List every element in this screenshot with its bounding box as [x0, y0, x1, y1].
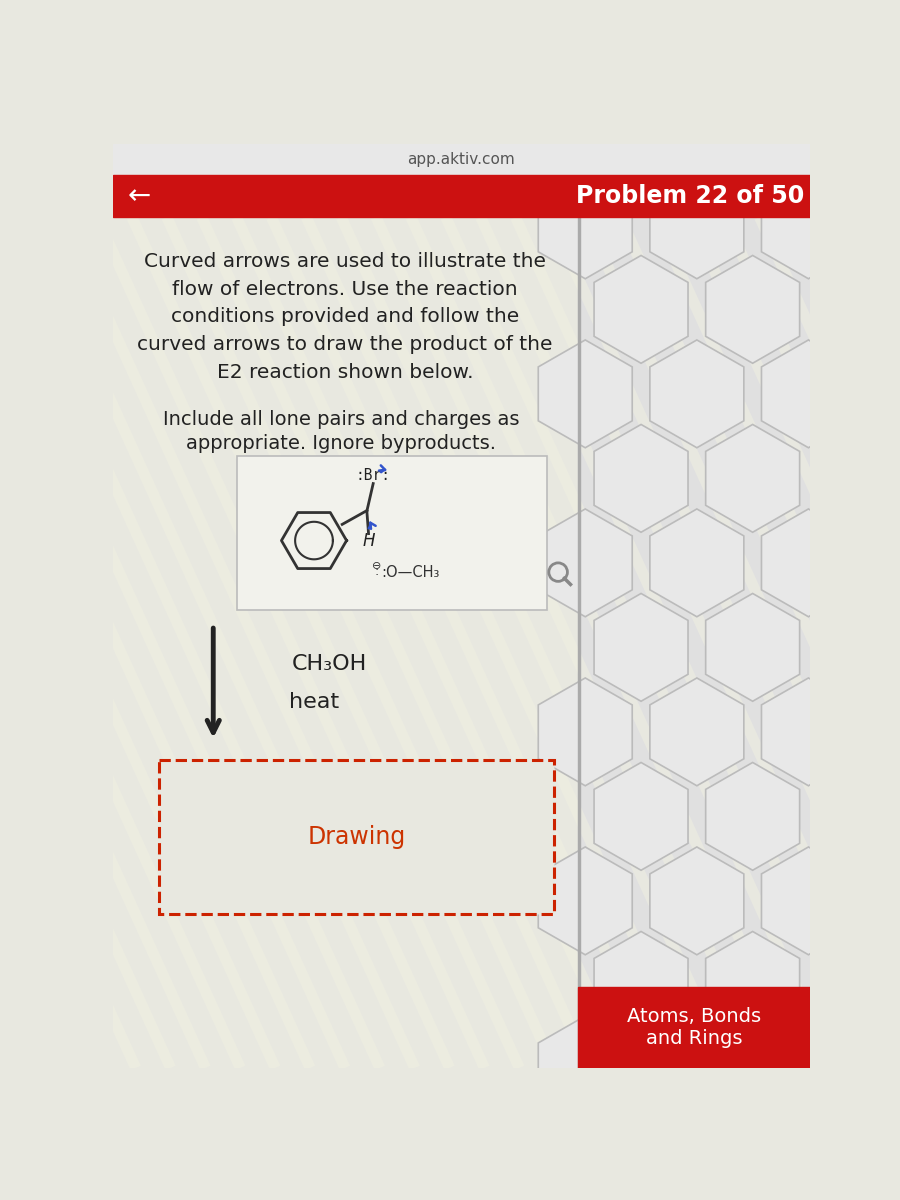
Polygon shape: [706, 594, 799, 701]
Polygon shape: [873, 170, 900, 278]
Bar: [112, 217, 578, 1068]
Polygon shape: [594, 931, 688, 1039]
Bar: [578, 988, 810, 1068]
Bar: [578, 217, 810, 1068]
Bar: [237, 456, 546, 610]
Bar: [112, 144, 810, 175]
Polygon shape: [650, 678, 743, 786]
Polygon shape: [873, 1016, 900, 1123]
Text: appropriate. Ignore byproducts.: appropriate. Ignore byproducts.: [186, 434, 496, 454]
Polygon shape: [817, 425, 900, 533]
Polygon shape: [706, 931, 799, 1039]
Text: curved arrows to draw the product of the: curved arrows to draw the product of the: [137, 335, 553, 354]
Polygon shape: [706, 425, 799, 533]
Text: conditions provided and follow the: conditions provided and follow the: [171, 307, 519, 326]
Polygon shape: [761, 340, 855, 448]
Polygon shape: [650, 509, 743, 617]
Polygon shape: [538, 847, 632, 955]
Polygon shape: [650, 340, 743, 448]
Text: E2 reaction shown below.: E2 reaction shown below.: [217, 362, 473, 382]
Bar: [112, 175, 810, 217]
Polygon shape: [761, 847, 855, 955]
Polygon shape: [650, 1184, 743, 1200]
Polygon shape: [817, 256, 900, 364]
Polygon shape: [594, 762, 688, 870]
Text: :: :: [374, 565, 379, 578]
Polygon shape: [538, 1184, 632, 1200]
Polygon shape: [761, 1184, 855, 1200]
Polygon shape: [873, 678, 900, 786]
Text: Atoms, Bonds
and Rings: Atoms, Bonds and Rings: [626, 1007, 760, 1048]
Polygon shape: [706, 762, 799, 870]
Polygon shape: [761, 1016, 855, 1123]
Text: H: H: [363, 533, 374, 551]
Polygon shape: [761, 170, 855, 278]
Polygon shape: [538, 340, 632, 448]
Bar: [159, 760, 554, 914]
Polygon shape: [761, 678, 855, 786]
Text: Problem 22 of 50: Problem 22 of 50: [576, 184, 804, 208]
Polygon shape: [594, 594, 688, 701]
Text: :O—CH₃: :O—CH₃: [381, 565, 439, 580]
Polygon shape: [538, 170, 632, 278]
Polygon shape: [594, 256, 688, 364]
Polygon shape: [594, 1100, 688, 1200]
Text: app.aktiv.com: app.aktiv.com: [408, 152, 515, 167]
Polygon shape: [538, 1016, 632, 1123]
Polygon shape: [650, 847, 743, 955]
Text: Include all lone pairs and charges as: Include all lone pairs and charges as: [163, 409, 519, 428]
Polygon shape: [538, 678, 632, 786]
Text: ←: ←: [128, 182, 151, 210]
Polygon shape: [817, 931, 900, 1039]
Polygon shape: [538, 509, 632, 617]
Text: heat: heat: [289, 692, 339, 713]
Polygon shape: [817, 1100, 900, 1200]
Polygon shape: [594, 425, 688, 533]
Polygon shape: [650, 170, 743, 278]
Text: flow of electrons. Use the reaction: flow of electrons. Use the reaction: [172, 280, 518, 299]
Polygon shape: [817, 594, 900, 701]
Polygon shape: [873, 340, 900, 448]
Polygon shape: [873, 1184, 900, 1200]
Polygon shape: [706, 256, 799, 364]
Polygon shape: [873, 847, 900, 955]
Polygon shape: [817, 762, 900, 870]
Polygon shape: [873, 509, 900, 617]
Polygon shape: [761, 509, 855, 617]
Text: Curved arrows are used to illustrate the: Curved arrows are used to illustrate the: [144, 252, 546, 271]
Text: CH₃OH: CH₃OH: [292, 654, 367, 673]
Polygon shape: [650, 1016, 743, 1123]
Bar: [578, 217, 580, 1068]
Text: ⊖: ⊖: [372, 562, 381, 571]
Text: Drawing: Drawing: [308, 826, 406, 850]
Polygon shape: [706, 1100, 799, 1200]
Text: :Br:: :Br:: [356, 468, 391, 484]
